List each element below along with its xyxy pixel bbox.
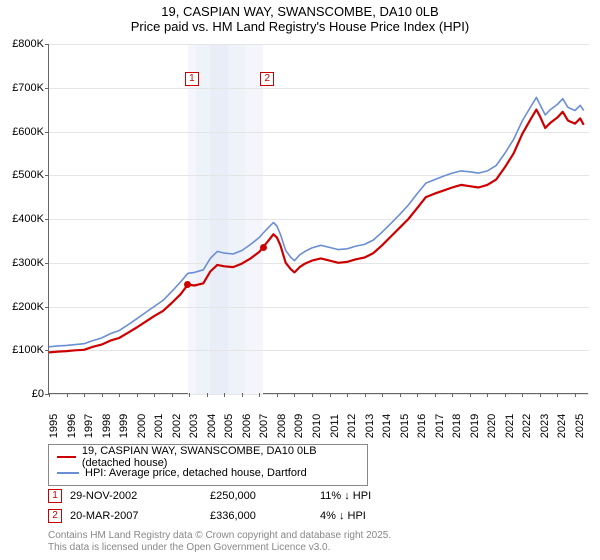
x-tick-label: 1997 xyxy=(83,414,95,438)
legend-label: 19, CASPIAN WAY, SWANSCOMBE, DA10 0LB (d… xyxy=(82,445,359,469)
transaction-price: £336,000 xyxy=(210,510,320,522)
chart-zone: 12 £0£100K£200K£300K£400K£500K£600K£700K… xyxy=(48,44,588,394)
y-tick-label: £0 xyxy=(32,388,44,400)
line-svg xyxy=(49,44,589,394)
x-tick-label: 2023 xyxy=(539,414,551,438)
x-tick-label: 2000 xyxy=(136,414,148,438)
transaction-price: £250,000 xyxy=(210,490,320,502)
y-tick-label: £500K xyxy=(12,169,44,181)
transaction-marker-box: 1 xyxy=(48,489,62,503)
transactions-block: 1 29-NOV-2002£250,00011% ↓ HPI 2 20-MAR-200… xyxy=(48,486,371,526)
x-tick-label: 1996 xyxy=(66,414,78,438)
gridline xyxy=(49,394,589,395)
y-tick-label: £300K xyxy=(12,257,44,269)
y-tick-label: £200K xyxy=(12,301,44,313)
x-tick-label: 1998 xyxy=(101,414,113,438)
x-tick-label: 2021 xyxy=(504,414,516,438)
transaction-row: 1 29-NOV-2002£250,00011% ↓ HPI xyxy=(48,486,371,506)
x-tick-label: 2004 xyxy=(206,414,218,438)
legend-swatch xyxy=(57,472,79,474)
x-tick-label: 2007 xyxy=(258,414,270,438)
x-axis-labels: 1995 1996 1997 1998 1999 2000 2001 2002 2003 2004… xyxy=(48,396,588,446)
x-tick-label: 2002 xyxy=(171,414,183,438)
marker-dot xyxy=(260,244,267,251)
x-tick-label: 2008 xyxy=(276,414,288,438)
transaction-marker-box: 2 xyxy=(48,509,62,523)
x-tick-label: 2012 xyxy=(346,414,358,438)
x-tick-label: 2015 xyxy=(399,414,411,438)
y-tick-label: £400K xyxy=(12,213,44,225)
y-tick-label: £700K xyxy=(12,82,44,94)
series-hpi xyxy=(49,97,584,346)
x-tick-label: 2020 xyxy=(486,414,498,438)
license-line: Contains HM Land Registry data © Crown c… xyxy=(48,530,391,542)
legend: 19, CASPIAN WAY, SWANSCOMBE, DA10 0LB (d… xyxy=(48,444,368,486)
x-tick-label: 2022 xyxy=(521,414,533,438)
title-block: 19, CASPIAN WAY, SWANSCOMBE, DA10 0LB Pr… xyxy=(0,0,600,34)
x-tick-label: 2018 xyxy=(451,414,463,438)
x-tick-label: 2010 xyxy=(311,414,323,438)
x-tick-label: 2017 xyxy=(434,414,446,438)
x-tick-label: 2019 xyxy=(469,414,481,438)
y-tick-label: £800K xyxy=(12,38,44,50)
title-line-1: 19, CASPIAN WAY, SWANSCOMBE, DA10 0LB xyxy=(0,4,600,19)
title-line-2: Price paid vs. HM Land Registry's House … xyxy=(0,19,600,34)
x-tick-label: 1995 xyxy=(48,414,60,438)
x-tick-label: 2001 xyxy=(153,414,165,438)
legend-label: HPI: Average price, detached house, Dart… xyxy=(85,467,307,479)
series-price_paid xyxy=(49,110,584,353)
marker-label-box: 1 xyxy=(185,72,199,86)
x-tick-label: 2013 xyxy=(364,414,376,438)
marker-label-box: 2 xyxy=(260,72,274,86)
legend-row: 19, CASPIAN WAY, SWANSCOMBE, DA10 0LB (d… xyxy=(57,449,359,465)
x-tick-label: 2025 xyxy=(574,414,586,438)
transaction-row: 2 20-MAR-2007£336,0004% ↓ HPI xyxy=(48,506,371,526)
x-tick-label: 2005 xyxy=(223,414,235,438)
transaction-delta: 11% ↓ HPI xyxy=(320,490,371,502)
x-tick-label: 2009 xyxy=(293,414,305,438)
x-tick-label: 2024 xyxy=(556,414,568,438)
license-line: This data is licensed under the Open Gov… xyxy=(48,542,391,554)
x-tick-label: 2016 xyxy=(416,414,428,438)
transaction-date: 20-MAR-2007 xyxy=(70,510,210,522)
license-text: Contains HM Land Registry data © Crown c… xyxy=(48,530,391,554)
y-tick-label: £100K xyxy=(12,344,44,356)
x-tick-label: 2003 xyxy=(188,414,200,438)
transaction-date: 29-NOV-2002 xyxy=(70,490,210,502)
x-tick-label: 1999 xyxy=(118,414,130,438)
legend-swatch xyxy=(57,456,76,458)
x-tick-label: 2011 xyxy=(329,414,341,438)
y-tick-label: £600K xyxy=(12,126,44,138)
x-tick-label: 2014 xyxy=(381,414,393,438)
plot-area: 12 xyxy=(48,44,588,394)
transaction-delta: 4% ↓ HPI xyxy=(320,510,366,522)
chart-container: 19, CASPIAN WAY, SWANSCOMBE, DA10 0LB Pr… xyxy=(0,0,600,560)
y-axis-labels: £0£100K£200K£300K£400K£500K£600K£700K£80… xyxy=(0,44,46,394)
x-tick-label: 2006 xyxy=(241,414,253,438)
